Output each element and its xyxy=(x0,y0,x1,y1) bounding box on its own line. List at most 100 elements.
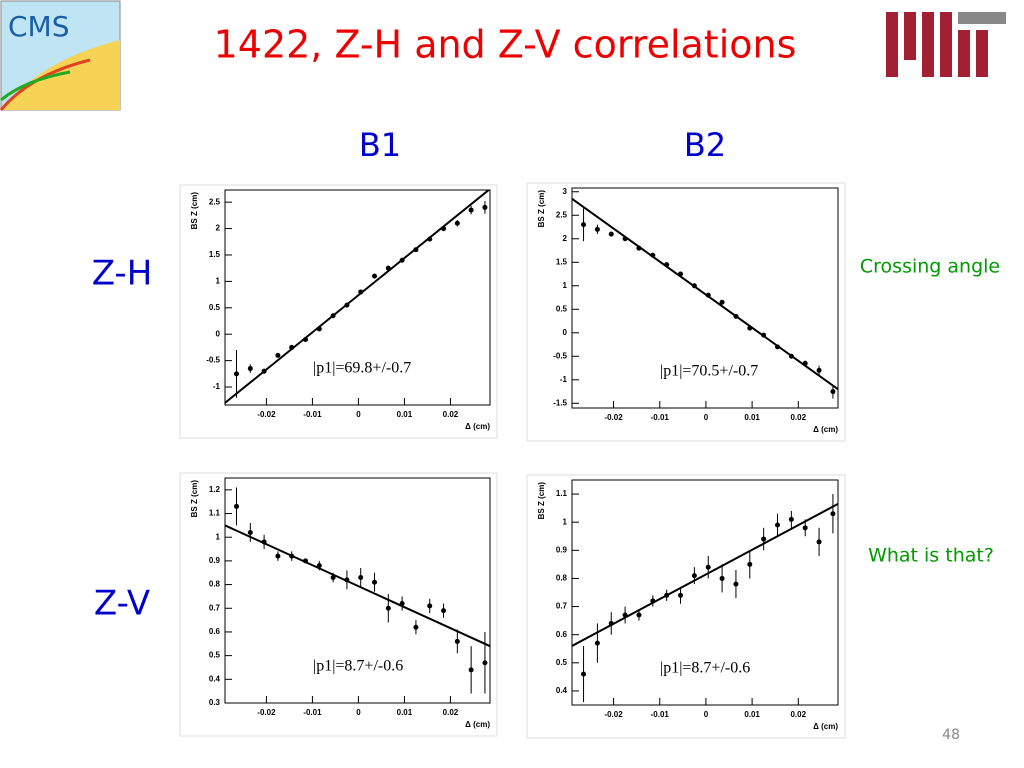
point xyxy=(775,344,781,350)
y-tick-label: 0 xyxy=(563,328,568,337)
fit-annotation: |p1|=8.7+/-0.6 xyxy=(313,658,403,675)
point xyxy=(608,620,614,626)
point xyxy=(747,561,753,567)
y-axis-label: BS Z (cm) xyxy=(190,480,199,518)
x-tick-label: 0.02 xyxy=(443,410,459,419)
column-label: B2 xyxy=(684,126,726,164)
y-axis-label: BS Z (cm) xyxy=(537,190,546,228)
row-label: Z-V xyxy=(94,584,150,624)
point xyxy=(372,273,378,279)
point xyxy=(344,302,350,308)
y-tick-label: 1 xyxy=(216,276,221,285)
point xyxy=(454,638,460,644)
point xyxy=(247,366,253,372)
y-tick-label: 0.9 xyxy=(556,545,568,554)
point xyxy=(330,574,336,580)
x-tick-label: 0.01 xyxy=(744,710,760,719)
x-tick-label: 0.01 xyxy=(397,708,413,717)
point xyxy=(441,226,447,232)
point xyxy=(399,601,405,607)
x-tick-label: 0 xyxy=(704,710,709,719)
point xyxy=(719,299,725,305)
y-tick-label: -0.5 xyxy=(553,351,567,360)
y-tick-label: 1.5 xyxy=(556,257,568,266)
x-tick-label: 0 xyxy=(356,708,361,717)
point xyxy=(594,640,600,646)
point xyxy=(427,236,433,242)
point xyxy=(358,289,364,295)
point xyxy=(385,265,391,271)
point xyxy=(761,332,767,338)
fit-line xyxy=(572,197,838,391)
point xyxy=(678,592,684,598)
x-tick-label: 0.02 xyxy=(443,708,459,717)
point xyxy=(664,262,670,268)
point xyxy=(636,612,642,618)
point xyxy=(608,231,614,237)
x-axis-label: Δ (cm) xyxy=(465,422,490,431)
y-tick-label: 0.7 xyxy=(556,602,568,611)
point xyxy=(691,573,697,579)
point xyxy=(775,522,781,528)
y-tick-label: 0.4 xyxy=(209,674,221,683)
point xyxy=(719,575,725,581)
point xyxy=(830,511,836,517)
point xyxy=(413,624,419,630)
point xyxy=(482,660,488,666)
y-tick-label: 0.3 xyxy=(209,698,221,707)
x-tick-label: 0 xyxy=(356,410,361,419)
plot: -0.02 -0.01 0 0.01 0.02 -1 -0.5 0 0.5 1 1.5 2 2.5 Δ (… xyxy=(179,184,498,439)
y-axis-label: BS Z (cm) xyxy=(537,482,546,520)
y-tick-label: 1.2 xyxy=(209,485,221,494)
fit-line xyxy=(572,503,838,647)
point xyxy=(650,252,656,258)
y-tick-label: 0.5 xyxy=(556,304,568,313)
x-tick-label: -0.02 xyxy=(257,708,276,717)
y-tick-label: 1.1 xyxy=(556,489,568,498)
x-tick-label: 0.02 xyxy=(790,413,806,422)
point xyxy=(788,353,794,359)
point xyxy=(289,553,295,559)
point xyxy=(261,368,267,374)
note: What is that? xyxy=(868,545,994,567)
y-tick-label: -0.5 xyxy=(206,356,220,365)
point xyxy=(247,529,253,535)
point xyxy=(636,245,642,251)
point xyxy=(303,336,309,342)
point xyxy=(761,536,767,542)
plot: -0.02 -0.01 0 0.01 0.02 -1.5 -1 -0.5 0 0.5 1 1.5 2 2.… xyxy=(526,182,846,442)
y-tick-label: 2 xyxy=(563,234,568,243)
y-tick-label: 1 xyxy=(563,281,568,290)
point xyxy=(372,579,378,585)
cms-logo: CMS xyxy=(0,0,121,111)
page-number: 48 xyxy=(942,727,960,743)
point xyxy=(788,516,794,522)
point xyxy=(664,592,670,598)
column-label: B1 xyxy=(359,126,401,164)
point xyxy=(482,204,488,210)
point xyxy=(691,283,697,289)
y-axis-label: BS Z (cm) xyxy=(190,192,199,230)
point xyxy=(427,603,433,609)
point xyxy=(468,207,474,213)
y-tick-label: -1.5 xyxy=(553,398,567,407)
y-tick-label: -1 xyxy=(560,375,568,384)
point xyxy=(816,539,822,545)
point xyxy=(358,574,364,580)
point xyxy=(581,671,587,677)
plot: -0.02 -0.01 0 0.01 0.02 0.3 0.4 0.5 0.6 0.7 0.8 0.9… xyxy=(179,472,498,737)
y-tick-label: 0.5 xyxy=(209,651,221,660)
frame xyxy=(571,187,839,409)
y-tick-label: 3 xyxy=(563,187,568,196)
y-tick-label: 0.6 xyxy=(209,627,221,636)
point xyxy=(622,236,628,242)
x-tick-label: -0.01 xyxy=(651,413,670,422)
y-tick-label: 0.6 xyxy=(556,630,568,639)
x-tick-label: 0.01 xyxy=(744,413,760,422)
frame xyxy=(224,189,491,406)
note: Crossing angle xyxy=(860,256,1000,278)
y-tick-label: 2.5 xyxy=(209,197,221,206)
point xyxy=(830,389,836,395)
x-axis-label: Δ (cm) xyxy=(813,722,838,731)
